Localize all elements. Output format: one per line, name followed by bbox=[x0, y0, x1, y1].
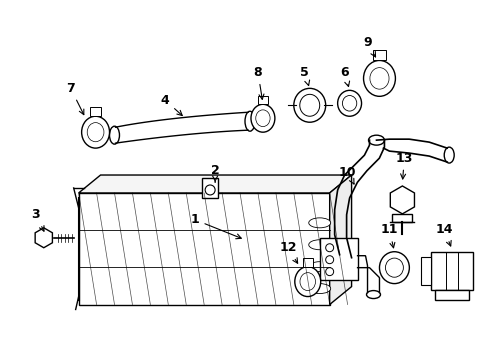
Ellipse shape bbox=[81, 116, 109, 148]
Polygon shape bbox=[79, 175, 351, 193]
Ellipse shape bbox=[250, 104, 274, 132]
Ellipse shape bbox=[342, 95, 356, 111]
Ellipse shape bbox=[308, 218, 330, 228]
Text: 1: 1 bbox=[190, 213, 241, 239]
Text: 8: 8 bbox=[253, 66, 264, 99]
Polygon shape bbox=[35, 228, 52, 248]
Bar bbox=[421, 257, 430, 285]
Ellipse shape bbox=[294, 267, 320, 297]
Text: 2: 2 bbox=[210, 163, 219, 182]
Circle shape bbox=[325, 244, 333, 252]
Circle shape bbox=[325, 256, 333, 264]
Polygon shape bbox=[389, 186, 414, 214]
Text: 7: 7 bbox=[66, 82, 83, 114]
Text: 5: 5 bbox=[300, 66, 309, 85]
Ellipse shape bbox=[379, 252, 408, 284]
Text: 11: 11 bbox=[380, 223, 397, 248]
Ellipse shape bbox=[244, 111, 254, 131]
Text: 10: 10 bbox=[338, 166, 356, 184]
Circle shape bbox=[205, 185, 215, 195]
Text: 12: 12 bbox=[279, 241, 297, 263]
Bar bbox=[392, 214, 411, 222]
Ellipse shape bbox=[109, 126, 119, 144]
Ellipse shape bbox=[385, 258, 403, 277]
Ellipse shape bbox=[368, 135, 384, 145]
Text: 14: 14 bbox=[435, 223, 452, 246]
Ellipse shape bbox=[308, 262, 330, 272]
Text: 9: 9 bbox=[363, 36, 375, 57]
Circle shape bbox=[325, 268, 333, 276]
Ellipse shape bbox=[293, 88, 325, 122]
Ellipse shape bbox=[363, 60, 395, 96]
Text: 4: 4 bbox=[161, 94, 182, 116]
Bar bbox=[430, 252, 472, 289]
Bar bbox=[302, 258, 312, 267]
Bar bbox=[258, 96, 267, 104]
Ellipse shape bbox=[443, 147, 453, 163]
Text: 13: 13 bbox=[395, 152, 412, 179]
Ellipse shape bbox=[366, 291, 380, 298]
Ellipse shape bbox=[308, 284, 330, 293]
Ellipse shape bbox=[308, 240, 330, 250]
Polygon shape bbox=[79, 193, 329, 305]
Bar bbox=[372, 50, 385, 60]
Bar bbox=[435, 289, 468, 300]
Bar bbox=[90, 107, 101, 116]
Text: 6: 6 bbox=[340, 66, 349, 86]
Bar bbox=[202, 178, 218, 198]
Ellipse shape bbox=[337, 90, 361, 116]
Bar bbox=[319, 238, 357, 280]
Text: 3: 3 bbox=[31, 208, 44, 231]
Polygon shape bbox=[329, 175, 351, 305]
